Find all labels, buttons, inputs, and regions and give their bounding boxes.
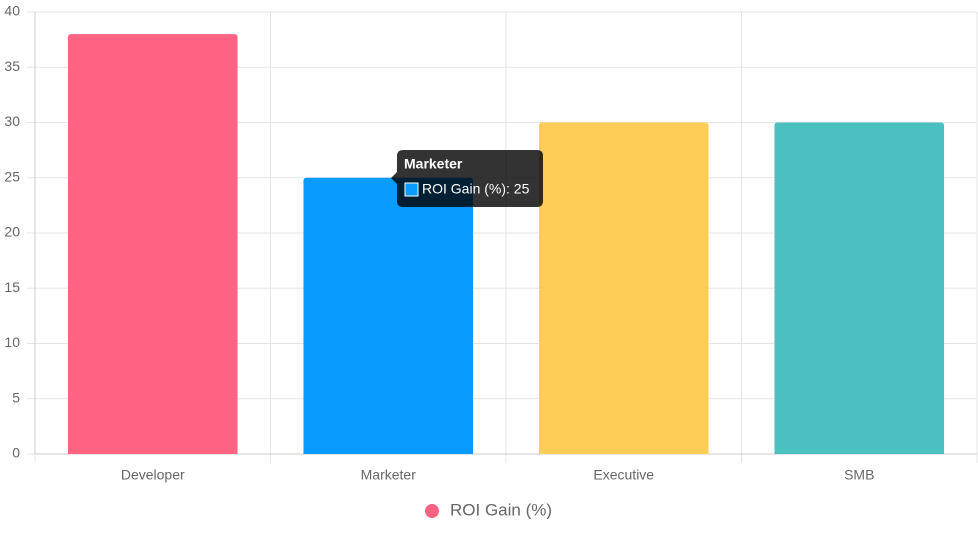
y-tick-label: 25	[4, 168, 20, 184]
x-tick-label: SMB	[844, 467, 874, 483]
y-tick-label: 30	[4, 113, 20, 129]
x-tick-label: Developer	[121, 467, 185, 483]
tooltip-title: Marketer	[404, 156, 463, 172]
tooltip-swatch	[404, 182, 419, 197]
y-tick-label: 5	[12, 389, 20, 405]
bar	[538, 122, 709, 454]
legend-label: ROI Gain (%)	[450, 500, 552, 519]
legend: ROI Gain (%)	[425, 500, 552, 519]
y-tick-label: 15	[4, 279, 20, 295]
tooltip-box	[391, 150, 543, 207]
tooltip: Marketer ROI Gain (%): 25	[391, 150, 543, 207]
bar	[774, 122, 945, 454]
legend-marker	[425, 504, 439, 518]
y-tick-label: 35	[4, 58, 20, 74]
x-tick-label: Marketer	[361, 467, 417, 483]
bar	[67, 34, 238, 454]
y-tick-label: 0	[12, 445, 20, 461]
y-tick-label: 10	[4, 334, 20, 350]
y-tick-label: 20	[4, 224, 20, 240]
tooltip-label: ROI Gain (%): 25	[422, 181, 530, 197]
x-tick-label: Executive	[593, 467, 654, 483]
y-tick-label: 40	[4, 3, 20, 19]
bar	[303, 177, 474, 454]
